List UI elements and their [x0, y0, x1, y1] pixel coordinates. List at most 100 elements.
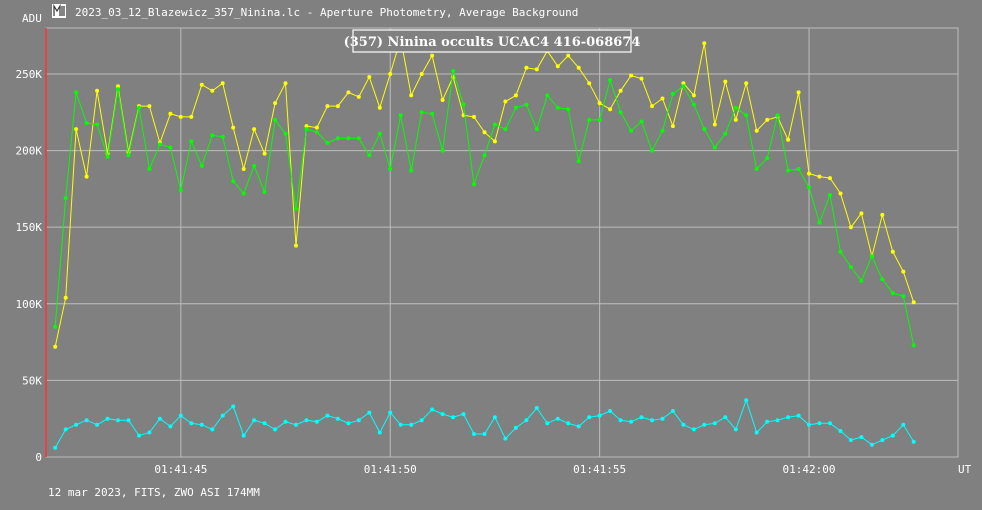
- data-point: [524, 65, 529, 70]
- data-point: [440, 412, 445, 417]
- data-point: [377, 430, 382, 435]
- data-point: [430, 407, 435, 412]
- lightcurve-app-icon[interactable]: [52, 3, 66, 18]
- data-point: [283, 419, 288, 424]
- data-point: [733, 427, 738, 432]
- data-point: [231, 179, 236, 184]
- data-point: [859, 278, 864, 283]
- series-group: [53, 36, 916, 450]
- data-point: [848, 438, 853, 443]
- data-point: [587, 117, 592, 122]
- y-tick-label: 250K: [16, 68, 43, 81]
- data-point: [178, 413, 183, 418]
- data-point: [817, 220, 822, 225]
- data-point: [650, 148, 654, 153]
- y-tick-label: 200K: [16, 145, 43, 158]
- data-point: [723, 131, 728, 136]
- data-point: [220, 81, 225, 86]
- data-point: [63, 427, 68, 432]
- data-point: [262, 421, 267, 426]
- data-point: [817, 421, 822, 426]
- data-point: [639, 119, 644, 124]
- data-point: [890, 291, 895, 296]
- data-point: [492, 122, 497, 127]
- data-point: [220, 413, 225, 418]
- data-point: [660, 128, 665, 133]
- data-point: [116, 87, 120, 92]
- data-point: [241, 433, 246, 438]
- data-point: [807, 171, 811, 176]
- data-point: [53, 445, 58, 450]
- data-point: [712, 421, 717, 426]
- data-point: [461, 102, 466, 107]
- data-point: [168, 145, 173, 150]
- data-point: [262, 189, 267, 194]
- x-axis-label: UT: [958, 463, 972, 476]
- data-point: [325, 140, 330, 145]
- data-point: [838, 249, 843, 254]
- data-point: [733, 117, 738, 122]
- data-point: [681, 81, 686, 86]
- data-point: [608, 409, 613, 413]
- plot-border: [45, 27, 959, 458]
- data-point: [147, 430, 152, 435]
- data-point: [492, 139, 497, 144]
- data-point: [346, 90, 351, 95]
- data-point: [838, 429, 843, 433]
- data-point: [283, 81, 288, 86]
- data-point: [168, 111, 173, 116]
- data-point: [356, 94, 361, 99]
- data-point: [105, 416, 110, 421]
- data-point: [231, 125, 236, 130]
- data-point: [273, 101, 278, 106]
- data-point: [210, 427, 215, 432]
- data-point: [775, 418, 780, 423]
- data-point: [534, 67, 539, 72]
- y-tick-label: 0: [35, 451, 42, 464]
- data-point: [482, 130, 487, 135]
- data-point: [848, 225, 853, 230]
- data-point: [63, 295, 68, 300]
- data-point: [513, 93, 518, 98]
- data-point: [765, 117, 770, 122]
- data-point: [660, 416, 665, 421]
- data-point: [53, 324, 58, 329]
- data-point: [451, 415, 456, 420]
- data-point: [733, 105, 738, 110]
- data-point: [566, 107, 571, 112]
- y-tick-label: 50K: [22, 374, 42, 387]
- data-point: [576, 424, 581, 429]
- data-point: [754, 128, 759, 133]
- data-point: [890, 249, 895, 254]
- data-point: [681, 84, 686, 89]
- data-point: [639, 76, 644, 81]
- data-point: [199, 422, 204, 427]
- data-point: [796, 167, 801, 171]
- data-point: [346, 136, 351, 141]
- data-point: [335, 136, 340, 141]
- data-point: [786, 137, 791, 142]
- series-2: [53, 68, 916, 348]
- data-point: [608, 78, 613, 83]
- data-point: [325, 413, 330, 418]
- data-point: [409, 93, 414, 98]
- data-point: [178, 188, 183, 193]
- data-point: [262, 151, 267, 156]
- data-point: [451, 68, 456, 73]
- data-point: [314, 125, 319, 130]
- data-point: [702, 422, 707, 427]
- data-point: [618, 110, 623, 115]
- data-point: [786, 415, 791, 420]
- data-point: [63, 196, 68, 201]
- data-point: [367, 75, 372, 79]
- data-point: [681, 422, 686, 427]
- data-point: [848, 265, 853, 269]
- data-point: [576, 159, 581, 164]
- data-point: [95, 88, 100, 93]
- data-point: [869, 254, 874, 259]
- data-point: [587, 81, 592, 86]
- data-point: [419, 72, 424, 76]
- data-point: [377, 105, 382, 110]
- data-point: [786, 168, 791, 173]
- data-point: [492, 415, 497, 420]
